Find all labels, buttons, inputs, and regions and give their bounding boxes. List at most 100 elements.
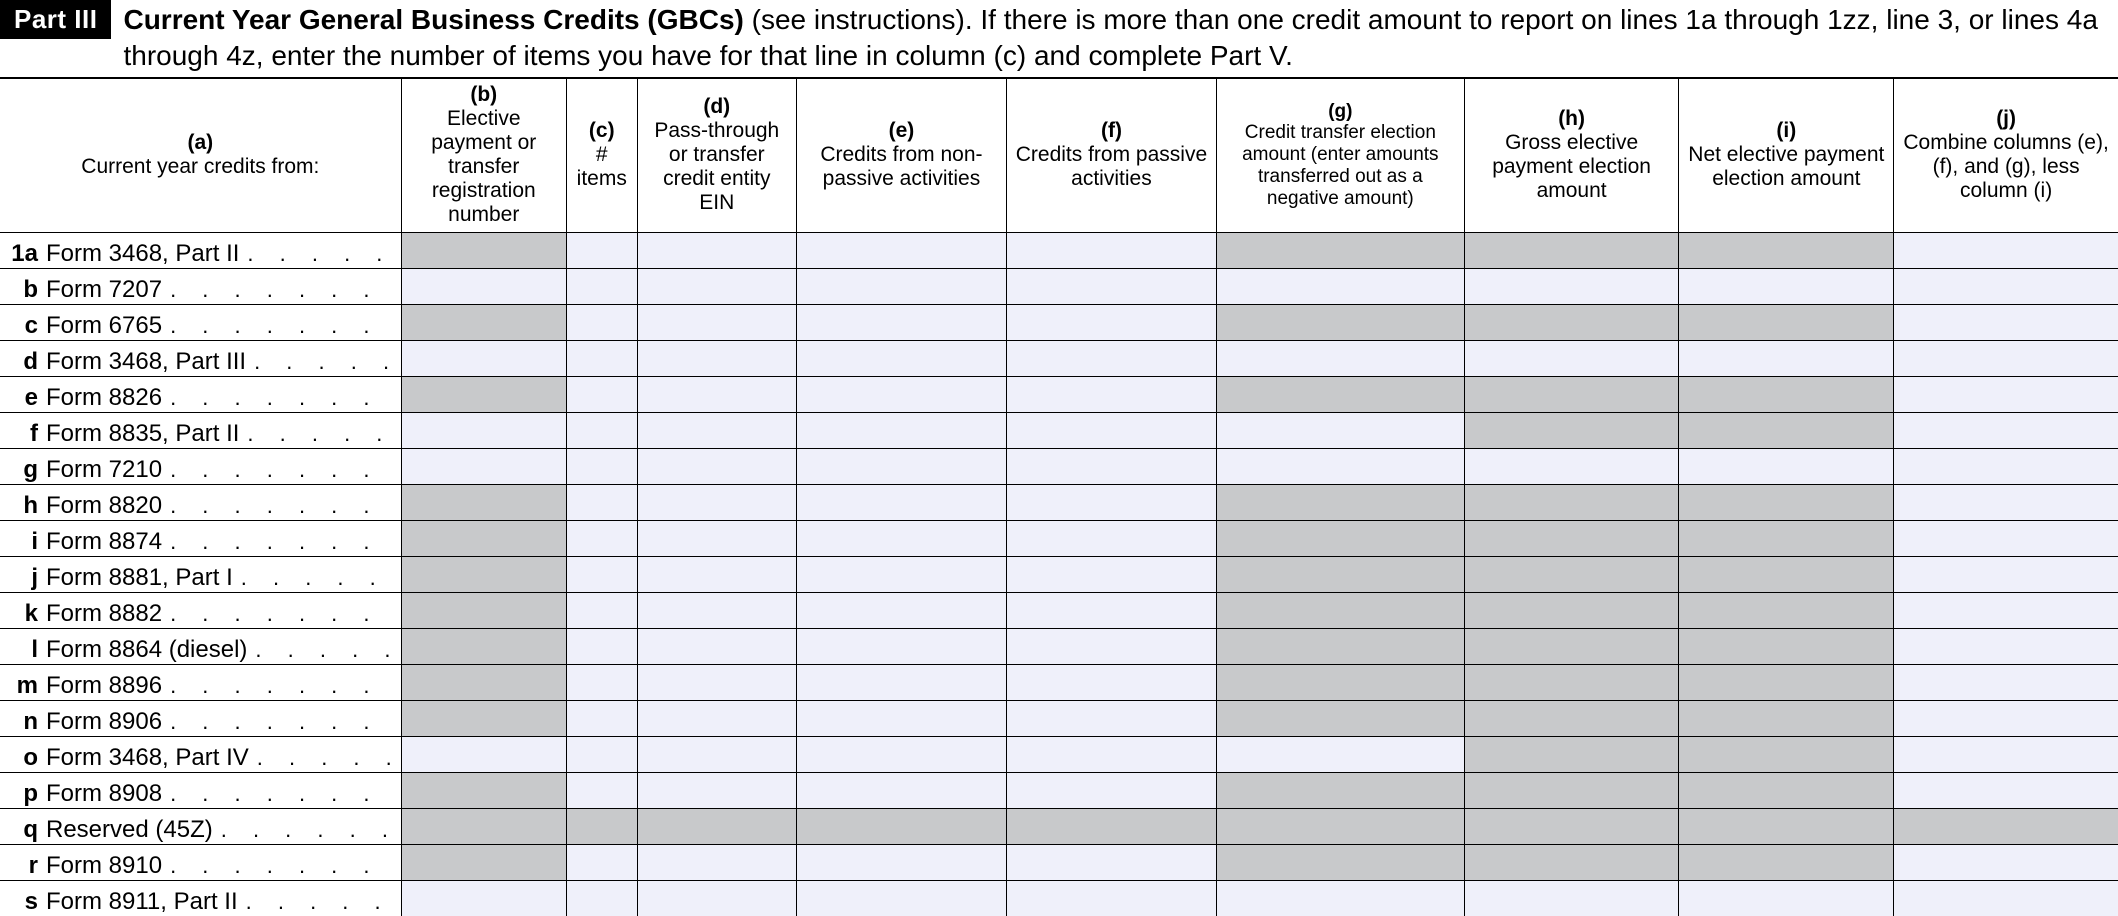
cell-f[interactable] bbox=[1006, 664, 1216, 700]
cell-b[interactable] bbox=[401, 880, 566, 916]
cell-h[interactable] bbox=[1464, 772, 1679, 808]
cell-b[interactable] bbox=[401, 556, 566, 592]
cell-d[interactable] bbox=[637, 772, 796, 808]
cell-f[interactable] bbox=[1006, 304, 1216, 340]
cell-g[interactable] bbox=[1216, 340, 1464, 376]
cell-f[interactable] bbox=[1006, 412, 1216, 448]
cell-f[interactable] bbox=[1006, 700, 1216, 736]
cell-h[interactable] bbox=[1464, 664, 1679, 700]
cell-j[interactable] bbox=[1894, 232, 2118, 268]
cell-i[interactable] bbox=[1679, 556, 1894, 592]
cell-j[interactable] bbox=[1894, 376, 2118, 412]
cell-b[interactable] bbox=[401, 304, 566, 340]
cell-f[interactable] bbox=[1006, 556, 1216, 592]
cell-i[interactable] bbox=[1679, 484, 1894, 520]
cell-b[interactable] bbox=[401, 232, 566, 268]
cell-g[interactable] bbox=[1216, 376, 1464, 412]
cell-h[interactable] bbox=[1464, 484, 1679, 520]
cell-d[interactable] bbox=[637, 376, 796, 412]
cell-c[interactable] bbox=[566, 808, 637, 844]
cell-g[interactable] bbox=[1216, 844, 1464, 880]
cell-i[interactable] bbox=[1679, 520, 1894, 556]
cell-d[interactable] bbox=[637, 880, 796, 916]
cell-c[interactable] bbox=[566, 340, 637, 376]
cell-b[interactable] bbox=[401, 520, 566, 556]
cell-j[interactable] bbox=[1894, 808, 2118, 844]
cell-g[interactable] bbox=[1216, 880, 1464, 916]
cell-c[interactable] bbox=[566, 304, 637, 340]
cell-e[interactable] bbox=[796, 844, 1006, 880]
cell-h[interactable] bbox=[1464, 304, 1679, 340]
cell-d[interactable] bbox=[637, 340, 796, 376]
cell-c[interactable] bbox=[566, 592, 637, 628]
cell-j[interactable] bbox=[1894, 772, 2118, 808]
cell-h[interactable] bbox=[1464, 232, 1679, 268]
cell-f[interactable] bbox=[1006, 340, 1216, 376]
cell-j[interactable] bbox=[1894, 556, 2118, 592]
cell-g[interactable] bbox=[1216, 484, 1464, 520]
cell-i[interactable] bbox=[1679, 340, 1894, 376]
cell-g[interactable] bbox=[1216, 736, 1464, 772]
cell-d[interactable] bbox=[637, 844, 796, 880]
cell-c[interactable] bbox=[566, 628, 637, 664]
cell-i[interactable] bbox=[1679, 304, 1894, 340]
cell-i[interactable] bbox=[1679, 448, 1894, 484]
cell-e[interactable] bbox=[796, 448, 1006, 484]
cell-j[interactable] bbox=[1894, 700, 2118, 736]
cell-c[interactable] bbox=[566, 484, 637, 520]
cell-h[interactable] bbox=[1464, 448, 1679, 484]
cell-j[interactable] bbox=[1894, 484, 2118, 520]
cell-j[interactable] bbox=[1894, 304, 2118, 340]
cell-d[interactable] bbox=[637, 268, 796, 304]
cell-e[interactable] bbox=[796, 664, 1006, 700]
cell-j[interactable] bbox=[1894, 412, 2118, 448]
cell-e[interactable] bbox=[796, 592, 1006, 628]
cell-c[interactable] bbox=[566, 376, 637, 412]
cell-f[interactable] bbox=[1006, 880, 1216, 916]
cell-d[interactable] bbox=[637, 700, 796, 736]
cell-h[interactable] bbox=[1464, 700, 1679, 736]
cell-j[interactable] bbox=[1894, 448, 2118, 484]
cell-i[interactable] bbox=[1679, 664, 1894, 700]
cell-b[interactable] bbox=[401, 412, 566, 448]
cell-i[interactable] bbox=[1679, 736, 1894, 772]
cell-g[interactable] bbox=[1216, 664, 1464, 700]
cell-f[interactable] bbox=[1006, 232, 1216, 268]
cell-c[interactable] bbox=[566, 232, 637, 268]
cell-e[interactable] bbox=[796, 376, 1006, 412]
cell-c[interactable] bbox=[566, 664, 637, 700]
cell-i[interactable] bbox=[1679, 376, 1894, 412]
cell-g[interactable] bbox=[1216, 268, 1464, 304]
cell-g[interactable] bbox=[1216, 520, 1464, 556]
cell-g[interactable] bbox=[1216, 232, 1464, 268]
cell-b[interactable] bbox=[401, 340, 566, 376]
cell-g[interactable] bbox=[1216, 592, 1464, 628]
cell-g[interactable] bbox=[1216, 412, 1464, 448]
cell-e[interactable] bbox=[796, 700, 1006, 736]
cell-d[interactable] bbox=[637, 736, 796, 772]
cell-f[interactable] bbox=[1006, 592, 1216, 628]
cell-i[interactable] bbox=[1679, 844, 1894, 880]
cell-g[interactable] bbox=[1216, 772, 1464, 808]
cell-i[interactable] bbox=[1679, 880, 1894, 916]
cell-i[interactable] bbox=[1679, 628, 1894, 664]
cell-j[interactable] bbox=[1894, 268, 2118, 304]
cell-b[interactable] bbox=[401, 592, 566, 628]
cell-f[interactable] bbox=[1006, 376, 1216, 412]
cell-g[interactable] bbox=[1216, 700, 1464, 736]
cell-h[interactable] bbox=[1464, 340, 1679, 376]
cell-g[interactable] bbox=[1216, 448, 1464, 484]
cell-b[interactable] bbox=[401, 268, 566, 304]
cell-b[interactable] bbox=[401, 484, 566, 520]
cell-d[interactable] bbox=[637, 448, 796, 484]
cell-j[interactable] bbox=[1894, 736, 2118, 772]
cell-b[interactable] bbox=[401, 448, 566, 484]
cell-i[interactable] bbox=[1679, 412, 1894, 448]
cell-d[interactable] bbox=[637, 232, 796, 268]
cell-f[interactable] bbox=[1006, 628, 1216, 664]
cell-d[interactable] bbox=[637, 556, 796, 592]
cell-h[interactable] bbox=[1464, 736, 1679, 772]
cell-j[interactable] bbox=[1894, 844, 2118, 880]
cell-b[interactable] bbox=[401, 628, 566, 664]
cell-h[interactable] bbox=[1464, 880, 1679, 916]
